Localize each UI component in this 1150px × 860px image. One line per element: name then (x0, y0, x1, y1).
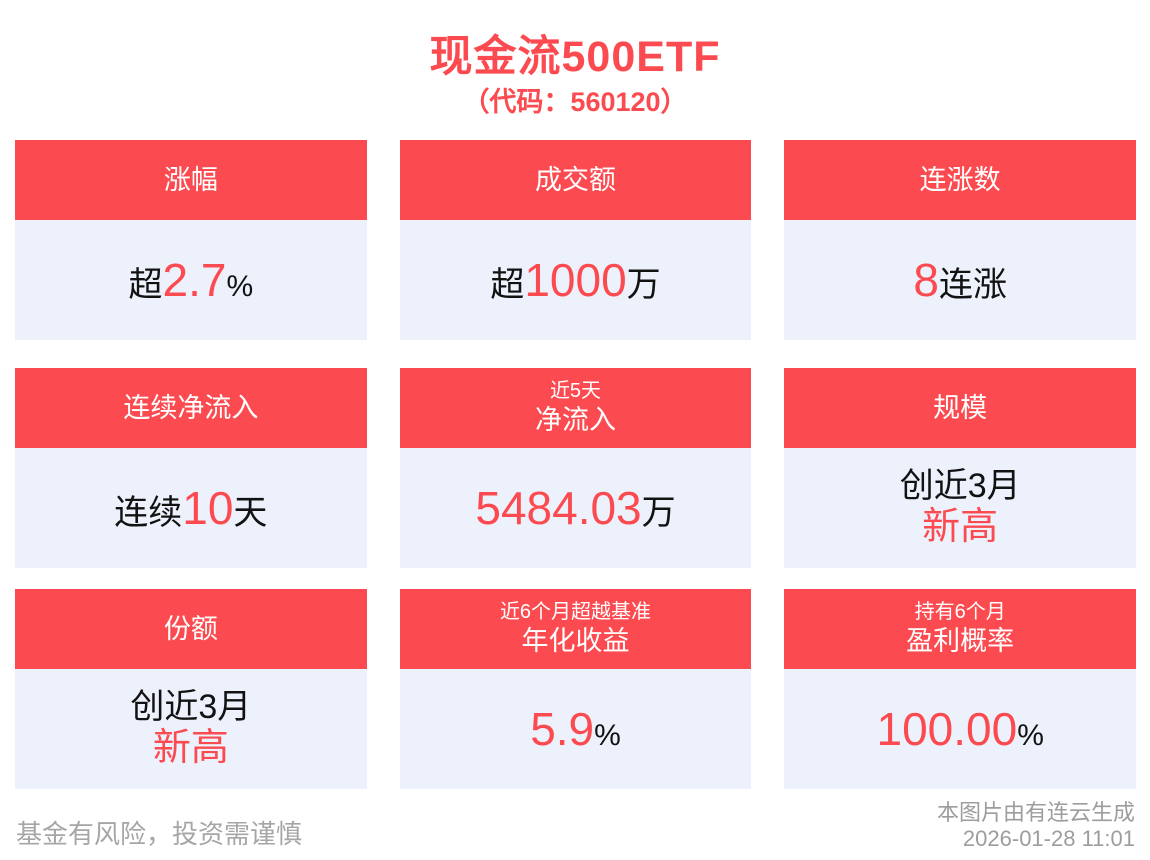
card-aum-header: 规模 (784, 368, 1137, 448)
card-value: 创近3月 新高 (900, 467, 1021, 550)
card-value: 8连涨 (913, 254, 1007, 307)
card-turnover-body: 超1000万 (399, 220, 752, 340)
card-title: 份额 (163, 613, 218, 644)
card-title: 规模 (933, 392, 988, 423)
card-value: 100.00% (876, 703, 1043, 756)
value-line2: 新高 (922, 505, 999, 548)
value-line2: 新高 (152, 726, 229, 769)
card-profit-probability-body: 100.00% (784, 669, 1137, 789)
image-credit: 本图片由有连云生成 2026-01-28 11:01 (937, 800, 1135, 852)
card-win-streak-body: 8连涨 (784, 220, 1137, 340)
card-title: 连续净流入 (123, 392, 259, 423)
card-title: 成交额 (535, 164, 616, 195)
card-annualized-return: 近6个月超越基准 年化收益 5.9% (399, 589, 752, 789)
card-title: 盈利概率 (906, 625, 1015, 656)
value-suffix: 天 (233, 493, 268, 532)
card-value: 连续10天 (114, 482, 267, 535)
card-daily-change-header: 涨幅 (15, 140, 367, 220)
card-row-3: 份额 创近3月 新高 近6个月超越基准 年化收益 5.9% (15, 589, 1137, 789)
card-win-streak-header: 连涨数 (784, 140, 1137, 220)
card-turnover: 成交额 超1000万 (399, 140, 752, 340)
stat-card-grid: 涨幅 超2.7% 成交额 超1000万 连涨数 8连涨 (15, 140, 1137, 789)
card-row-1: 涨幅 超2.7% 成交额 超1000万 连涨数 8连涨 (15, 140, 1137, 340)
card-shares-header: 份额 (15, 589, 367, 669)
card-value: 超2.7% (129, 254, 254, 307)
value-number: 5.9 (530, 702, 595, 755)
value-suffix: 万 (641, 493, 676, 532)
card-daily-change-body: 超2.7% (15, 220, 367, 340)
card-annualized-return-body: 5.9% (399, 669, 752, 789)
card-aum-body: 创近3月 新高 (784, 448, 1137, 568)
risk-disclaimer: 基金有风险，投资需谨慎 (16, 819, 303, 849)
card-value: 5484.03万 (475, 482, 675, 535)
card-value: 创近3月 新高 (130, 688, 251, 771)
card-title: 净流入 (535, 404, 616, 435)
value-suffix: 连涨 (938, 265, 1007, 304)
value-suffix: % (226, 269, 254, 303)
card-value: 超1000万 (490, 254, 660, 307)
card-shares: 份额 创近3月 新高 (15, 589, 367, 789)
card-shares-body: 创近3月 新高 (15, 669, 367, 789)
card-subtitle: 近6个月超越基准 (499, 601, 652, 624)
card-inflow-streak: 连续净流入 连续10天 (15, 368, 367, 568)
fund-code: （代码：560120） (462, 87, 688, 117)
page-title: 现金流500ETF (429, 33, 721, 81)
card-profit-probability-header: 持有6个月 盈利概率 (784, 589, 1137, 669)
value-suffix: 万 (626, 265, 661, 304)
card-5d-net-inflow: 近5天 净流入 5484.03万 (399, 368, 752, 568)
value-number: 100.00 (876, 702, 1018, 755)
card-annualized-return-header: 近6个月超越基准 年化收益 (399, 589, 752, 669)
value-number: 1000 (524, 253, 627, 306)
value-prefix: 超 (490, 265, 525, 304)
card-5d-net-inflow-body: 5484.03万 (399, 448, 752, 568)
card-subtitle: 持有6个月 (914, 601, 1006, 624)
card-title: 涨幅 (163, 164, 218, 195)
card-win-streak: 连涨数 8连涨 (784, 140, 1137, 340)
card-aum: 规模 创近3月 新高 (784, 368, 1137, 568)
card-value: 5.9% (530, 703, 621, 756)
value-prefix: 连续 (114, 493, 183, 532)
card-inflow-streak-body: 连续10天 (15, 448, 367, 568)
card-5d-net-inflow-header: 近5天 净流入 (399, 368, 752, 448)
value-suffix: % (1017, 718, 1044, 752)
value-number: 10 (182, 481, 234, 534)
card-inflow-streak-header: 连续净流入 (15, 368, 367, 448)
value-number: 8 (913, 253, 939, 306)
card-title: 年化收益 (521, 625, 630, 656)
card-subtitle: 近5天 (549, 380, 602, 403)
card-turnover-header: 成交额 (399, 140, 752, 220)
card-profit-probability: 持有6个月 盈利概率 100.00% (784, 589, 1137, 789)
credit-timestamp: 2026-01-28 11:01 (962, 825, 1135, 851)
value-prefix: 超 (128, 265, 163, 304)
card-title: 连涨数 (919, 164, 1001, 195)
value-number: 5484.03 (475, 481, 642, 534)
value-number: 2.7 (162, 253, 227, 306)
credit-source: 本图片由有连云生成 (936, 800, 1135, 825)
card-daily-change: 涨幅 超2.7% (15, 140, 367, 340)
value-line1: 创近3月 (130, 687, 252, 726)
card-row-2: 连续净流入 连续10天 近5天 净流入 5484.03万 规模 (15, 368, 1137, 568)
value-suffix: % (594, 718, 621, 752)
value-line1: 创近3月 (899, 466, 1021, 505)
